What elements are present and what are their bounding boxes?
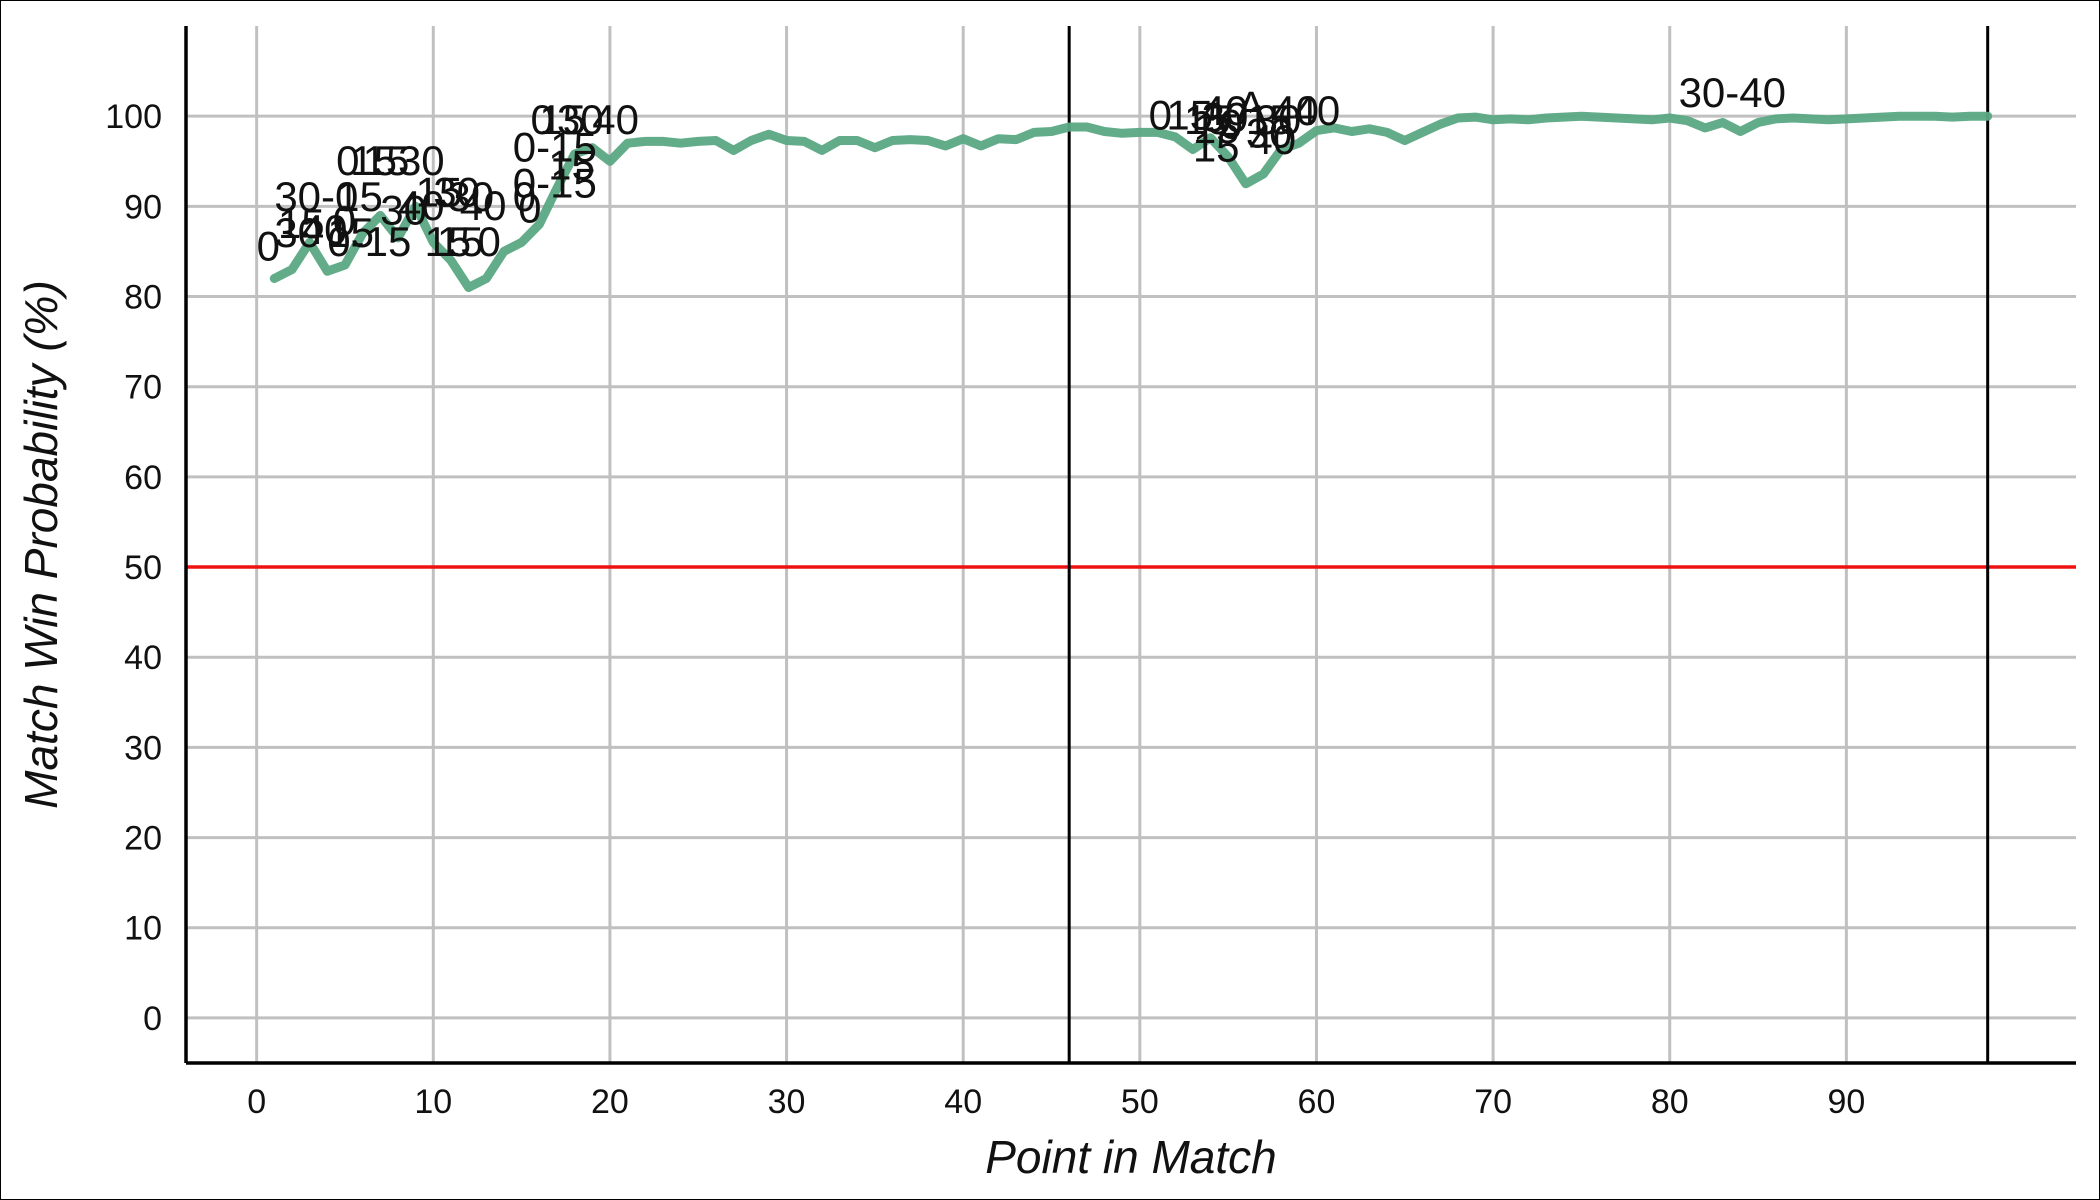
score-annotation: 30-40 bbox=[1679, 69, 1786, 116]
score-annotation: 0 bbox=[477, 218, 500, 265]
score-annotation: 15 bbox=[336, 173, 383, 220]
score-annotation: 0 bbox=[530, 96, 553, 143]
score-annotation: 15 bbox=[350, 137, 397, 184]
x-axis-title: Point in Match bbox=[985, 1131, 1276, 1183]
score-annotation: 30 bbox=[380, 186, 427, 233]
score-annotation: 30 bbox=[1255, 96, 1302, 143]
tick-labels: 0 10 20 30 40 50 60 70 80 90010203040506070809010… bbox=[105, 98, 1865, 1121]
win-probability-line bbox=[269, 111, 1993, 292]
x-tick-label: 50 bbox=[1121, 1083, 1159, 1121]
score-annotation: 40 bbox=[1272, 87, 1319, 134]
axes bbox=[184, 26, 2076, 1065]
score-annotation: 0 bbox=[336, 137, 359, 184]
score-annotation: 30 bbox=[274, 209, 321, 256]
x-tick-label: 70 bbox=[1474, 1083, 1512, 1121]
score-annotation: 15 bbox=[1166, 92, 1213, 139]
score-annotation: 30 bbox=[557, 96, 604, 143]
y-tick-label: 0 bbox=[143, 1000, 162, 1038]
y-axis-title: Match Win Probability (%) bbox=[15, 280, 67, 809]
y-tick-label: 50 bbox=[124, 549, 162, 587]
x-tick-label: 10 bbox=[414, 1083, 452, 1121]
score-annotation: 30 bbox=[1246, 110, 1293, 157]
grid-layer bbox=[186, 26, 2076, 1063]
x-tick-label: 20 bbox=[591, 1083, 629, 1121]
score-annotation: 15 bbox=[437, 218, 484, 265]
x-tick-label: 40 bbox=[944, 1083, 982, 1121]
score-annotation: 0 bbox=[257, 222, 280, 269]
score-annotation: 15 bbox=[1193, 123, 1240, 170]
score-annotation: 0-15 bbox=[513, 159, 597, 206]
y-tick-label: 60 bbox=[124, 459, 162, 497]
x-tick-label: 80 bbox=[1651, 1083, 1689, 1121]
score-annotation: 15 bbox=[1246, 96, 1293, 143]
score-annotation: 0 bbox=[1219, 101, 1242, 148]
x-tick-label: 0 bbox=[247, 1083, 266, 1121]
score-annotation: 0 bbox=[518, 185, 541, 232]
score-annotation: 30 bbox=[398, 137, 445, 184]
y-tick-label: 20 bbox=[124, 820, 162, 858]
score-annotation: 15 bbox=[327, 209, 374, 256]
y-tick-label: 70 bbox=[124, 369, 162, 407]
score-annotation: 0 bbox=[1149, 92, 1172, 139]
score-annotation: 0-15 bbox=[327, 218, 411, 265]
score-annotation: 0-15 bbox=[513, 123, 597, 170]
score-annotation: 15 bbox=[424, 218, 471, 265]
score-annotation: 15 bbox=[539, 96, 586, 143]
y-tick-label: 100 bbox=[105, 98, 162, 136]
x-tick-label: 60 bbox=[1298, 1083, 1336, 1121]
score-annotation: 30 bbox=[1202, 94, 1249, 141]
score-annotation: 30 bbox=[447, 173, 494, 220]
score-annotation: 40 bbox=[1249, 116, 1296, 163]
score-annotation: 15 bbox=[1193, 105, 1240, 152]
x-tick-label: 90 bbox=[1827, 1083, 1865, 1121]
score-annotation: 15 bbox=[1184, 96, 1231, 143]
score-annotation: 40 bbox=[398, 182, 445, 229]
y-tick-label: 40 bbox=[124, 639, 162, 677]
score-annotation: 30 bbox=[433, 168, 480, 215]
score-annotation: 15 bbox=[416, 168, 463, 215]
score-annotation: 15 bbox=[363, 137, 410, 184]
y-tick-label: 10 bbox=[124, 910, 162, 948]
y-tick-label: 30 bbox=[124, 729, 162, 767]
y-tick-label: 90 bbox=[124, 188, 162, 226]
set-dividers bbox=[1067, 26, 1990, 1063]
score-annotation: 0 bbox=[333, 197, 356, 244]
score-annotation: 40 bbox=[301, 206, 348, 253]
x-tick-label: 30 bbox=[768, 1083, 806, 1121]
score-annotation: 40 bbox=[460, 182, 507, 229]
score-annotation: 40 bbox=[1202, 87, 1249, 134]
score-annotation: 0 bbox=[513, 173, 536, 220]
series-layer bbox=[269, 111, 1993, 292]
score-annotation: A bbox=[1237, 83, 1265, 130]
score-annotation: 40 bbox=[1294, 87, 1341, 134]
score-annotation: 15 bbox=[278, 200, 325, 247]
score-annotation: 15 bbox=[548, 141, 595, 188]
score-annotation: 30-0 bbox=[274, 173, 358, 220]
score-annotation: 40 bbox=[592, 96, 639, 143]
y-tick-label: 80 bbox=[124, 279, 162, 317]
